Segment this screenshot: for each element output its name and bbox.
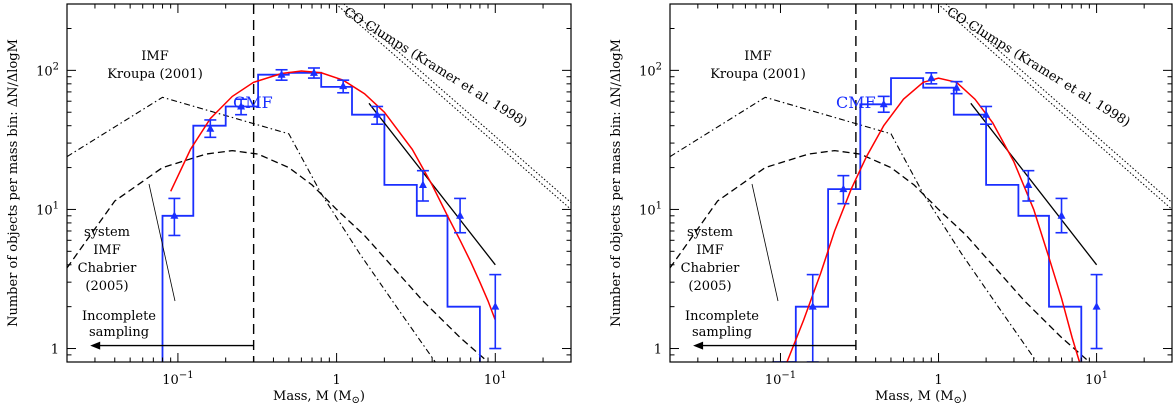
system-imf-label-line3: Chabrier — [78, 261, 137, 276]
y-axis-label: Number of objects per mass bin: ΔN/ΔlogM — [6, 39, 21, 327]
cmf-label: CMF — [836, 93, 876, 112]
incomplete-arrow-head — [693, 341, 704, 350]
x-tick-label: 10−1 — [765, 370, 796, 388]
system-imf-label-line2: IMF — [93, 243, 120, 258]
data-point — [373, 110, 382, 118]
incomplete-label-line1: Incomplete — [685, 309, 759, 324]
system-imf-label-line1: system — [687, 225, 733, 240]
data-point — [952, 83, 961, 91]
system-imf-label-line2: IMF — [696, 243, 723, 258]
axes-frame — [669, 3, 1173, 363]
imf-chabrier-line — [670, 149, 1090, 362]
chart-panel-1: 10−1 1 101 1 101 102 Mass, M (M⊙) Number of obj… — [6, 3, 572, 406]
cmf-label: CMF — [233, 93, 273, 112]
data-point — [1024, 180, 1033, 188]
imf-label-line1: IMF — [744, 49, 771, 64]
imf-label-line2: Kroupa (2001) — [710, 67, 806, 82]
chart-panel-2: 10−1 1 101 1 101 102 Mass, M (M⊙) Number of obj… — [609, 3, 1173, 406]
x-tick-label: 101 — [484, 370, 507, 388]
incomplete-arrow-head — [90, 341, 101, 350]
system-imf-label-line3: Chabrier — [681, 261, 740, 276]
y-tick-label: 101 — [639, 200, 662, 218]
powerlaw-fit-line — [970, 102, 1098, 266]
system-imf-leader — [148, 183, 176, 302]
data-point — [456, 211, 465, 219]
data-point — [879, 99, 888, 108]
x-tick-label: 1 — [332, 373, 340, 388]
data-point — [927, 73, 936, 82]
co-clumps-label: CO Clumps (Kramer et al. 1998) — [944, 5, 1133, 131]
y-tick-label: 102 — [36, 61, 59, 79]
imf-chabrier-line — [67, 149, 489, 362]
incomplete-label-line2: sampling — [692, 325, 752, 340]
y-tick-label: 101 — [36, 200, 59, 218]
y-axis-label: Number of objects per mass bin: ΔN/ΔlogM — [609, 39, 624, 327]
system-imf-label-line1: system — [84, 225, 130, 240]
x-tick-label: 10−1 — [162, 370, 193, 388]
y-tick-label: 102 — [639, 61, 662, 79]
data-point — [309, 68, 318, 76]
data-point — [1057, 211, 1066, 219]
cmf-histogram — [772, 77, 1083, 362]
lognormal-fit-curve — [170, 70, 497, 321]
data-point — [206, 124, 215, 132]
co-clumps-line — [937, 4, 1172, 210]
x-tick-label: 101 — [1085, 370, 1108, 388]
data-point — [808, 302, 817, 310]
data-point — [277, 70, 286, 78]
x-axis-label: Mass, M (M⊙) — [875, 389, 967, 406]
imf-label-line2: Kroupa (2001) — [107, 67, 203, 82]
y-tick-label: 1 — [654, 343, 662, 358]
plot-area — [67, 4, 571, 362]
data-point — [339, 81, 348, 90]
x-tick-label: 1 — [934, 373, 942, 388]
data-point — [237, 101, 246, 110]
data-point — [491, 302, 500, 310]
x-axis-label: Mass, M (M⊙) — [273, 389, 365, 406]
cmf-histogram — [161, 71, 481, 362]
data-point — [1092, 302, 1101, 310]
data-point — [839, 184, 848, 193]
imf-label-line1: IMF — [141, 49, 168, 64]
incomplete-label-line2: sampling — [89, 325, 149, 340]
data-point — [170, 211, 179, 219]
co-clumps-label: CO Clumps (Kramer et al. 1998) — [341, 5, 530, 131]
system-imf-label-line4: (2005) — [85, 279, 128, 294]
data-point — [418, 180, 427, 188]
system-imf-label-line4: (2005) — [688, 279, 731, 294]
data-point — [982, 110, 991, 118]
axes-frame — [66, 3, 572, 363]
system-imf-leader — [751, 183, 779, 302]
lognormal-fit-curve — [786, 77, 1081, 362]
plot-area — [670, 4, 1172, 362]
y-tick-label: 1 — [51, 343, 59, 358]
incomplete-label-line1: Incomplete — [82, 309, 156, 324]
co-clumps-line — [335, 4, 571, 210]
